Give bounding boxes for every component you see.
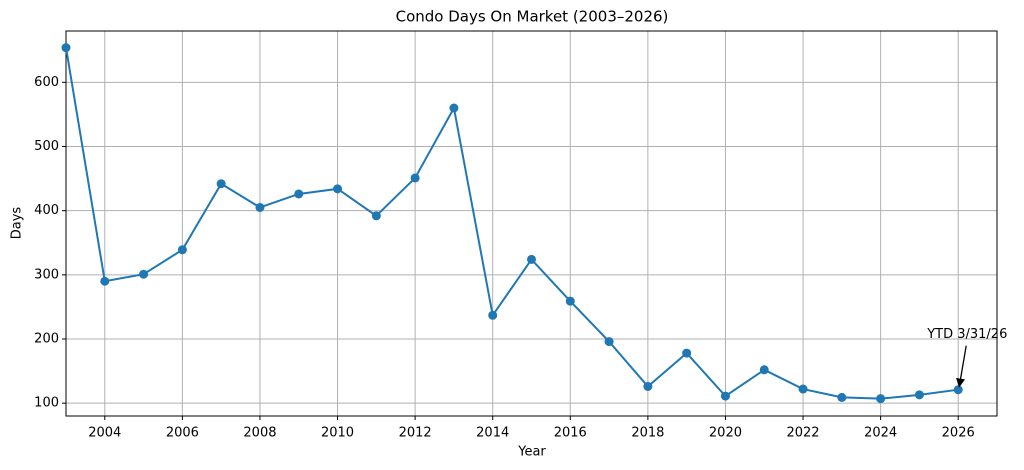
x-tick-label: 2022: [786, 426, 819, 441]
data-point: [565, 296, 575, 306]
y-tick-label: 200: [34, 332, 59, 347]
data-point: [294, 189, 304, 199]
data-point: [798, 384, 808, 394]
data-point: [720, 391, 730, 401]
y-tick-label: 300: [34, 267, 59, 282]
y-tick-label: 400: [34, 203, 59, 218]
x-tick-label: 2020: [709, 426, 742, 441]
data-point: [61, 43, 71, 53]
y-axis-label: Days: [10, 207, 25, 240]
annotation: YTD 3/31/26: [926, 327, 1007, 342]
x-tick-label: 2012: [399, 426, 432, 441]
x-tick-label: 2008: [243, 426, 276, 441]
x-tick-label: 2018: [631, 426, 664, 441]
data-point: [449, 103, 459, 113]
y-tick-label: 600: [34, 75, 59, 90]
x-tick-label: 2026: [942, 426, 975, 441]
data-point: [371, 211, 381, 221]
data-point: [139, 269, 149, 279]
data-point: [953, 385, 963, 395]
x-tick-label: 2024: [864, 426, 897, 441]
x-tick-label: 2014: [476, 426, 509, 441]
data-point: [216, 179, 226, 189]
plot-frame: [65, 30, 998, 417]
data-point: [527, 254, 536, 264]
data-point: [759, 365, 769, 375]
data-point: [255, 202, 265, 212]
data-point: [876, 394, 886, 404]
data-point: [643, 381, 653, 391]
data-point: [604, 337, 614, 347]
series-line: [65, 47, 959, 400]
data-point: [837, 392, 847, 402]
annotation-arrow: [956, 345, 967, 388]
y-tick-label: 500: [34, 139, 59, 154]
x-tick-label: 2010: [321, 426, 354, 441]
data-point: [100, 276, 110, 286]
data-point: [333, 184, 343, 194]
data-point: [488, 310, 498, 320]
x-tick-label: 2006: [166, 426, 199, 441]
y-tick-label: 100: [34, 396, 59, 411]
chart-title: Condo Days On Market (2003–2026): [396, 8, 669, 26]
x-tick-label: 2016: [554, 426, 587, 441]
data-point: [410, 173, 420, 183]
data-point: [682, 348, 692, 358]
data-point: [177, 245, 187, 255]
x-tick-label: 2004: [88, 426, 121, 441]
x-axis-label: Year: [517, 445, 546, 460]
data-point: [914, 390, 924, 400]
